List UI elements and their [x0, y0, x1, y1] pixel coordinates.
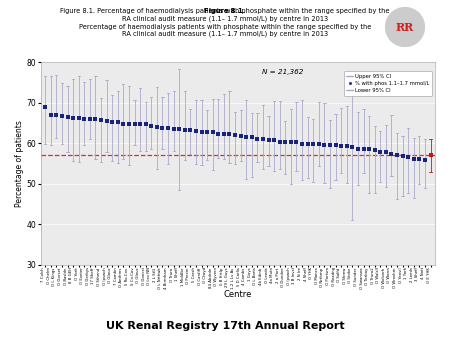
Text: N = 21,362: N = 21,362 [261, 69, 303, 74]
Text: UK Renal Registry 17th Annual Report: UK Renal Registry 17th Annual Report [106, 321, 344, 331]
Y-axis label: Percentage of patients: Percentage of patients [15, 120, 24, 207]
Text: Figure 8.1.: Figure 8.1. [204, 8, 246, 15]
Text: RR: RR [396, 22, 414, 32]
Text: Percentage of haemodialysis patients with phosphate within the range specified b: Percentage of haemodialysis patients wit… [79, 24, 371, 37]
Text: Figure 8.1. Percentage of haemodialysis patients with phosphate within the range: Figure 8.1. Percentage of haemodialysis … [60, 8, 390, 22]
Circle shape [386, 7, 424, 47]
Legend: Upper 95% CI, % with phos 1.1–1.7 mmol/L, Lower 95% CI: Upper 95% CI, % with phos 1.1–1.7 mmol/L… [344, 71, 432, 96]
X-axis label: Centre: Centre [224, 290, 252, 299]
